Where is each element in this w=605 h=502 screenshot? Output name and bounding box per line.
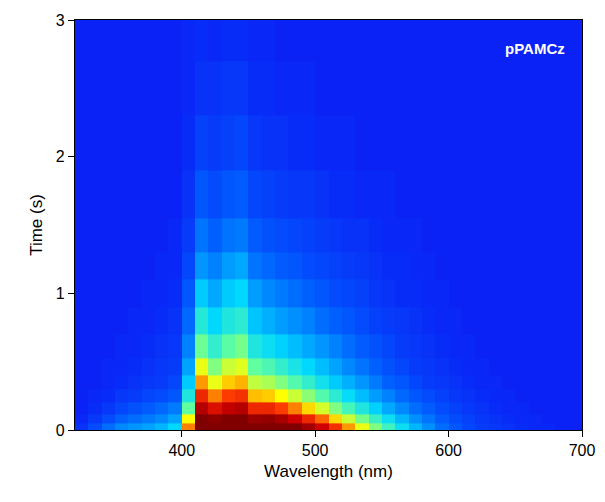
- svg-text:600: 600: [435, 442, 462, 459]
- svg-text:Time (s): Time (s): [27, 194, 46, 256]
- svg-text:3: 3: [56, 12, 65, 29]
- svg-text:pPAMCz: pPAMCz: [505, 40, 565, 57]
- svg-text:1: 1: [56, 285, 65, 302]
- svg-text:700: 700: [569, 442, 596, 459]
- svg-text:400: 400: [168, 442, 195, 459]
- svg-text:500: 500: [302, 442, 329, 459]
- svg-text:0: 0: [56, 422, 65, 439]
- svg-text:2: 2: [56, 148, 65, 165]
- svg-text:Wavelength (nm): Wavelength (nm): [264, 462, 393, 481]
